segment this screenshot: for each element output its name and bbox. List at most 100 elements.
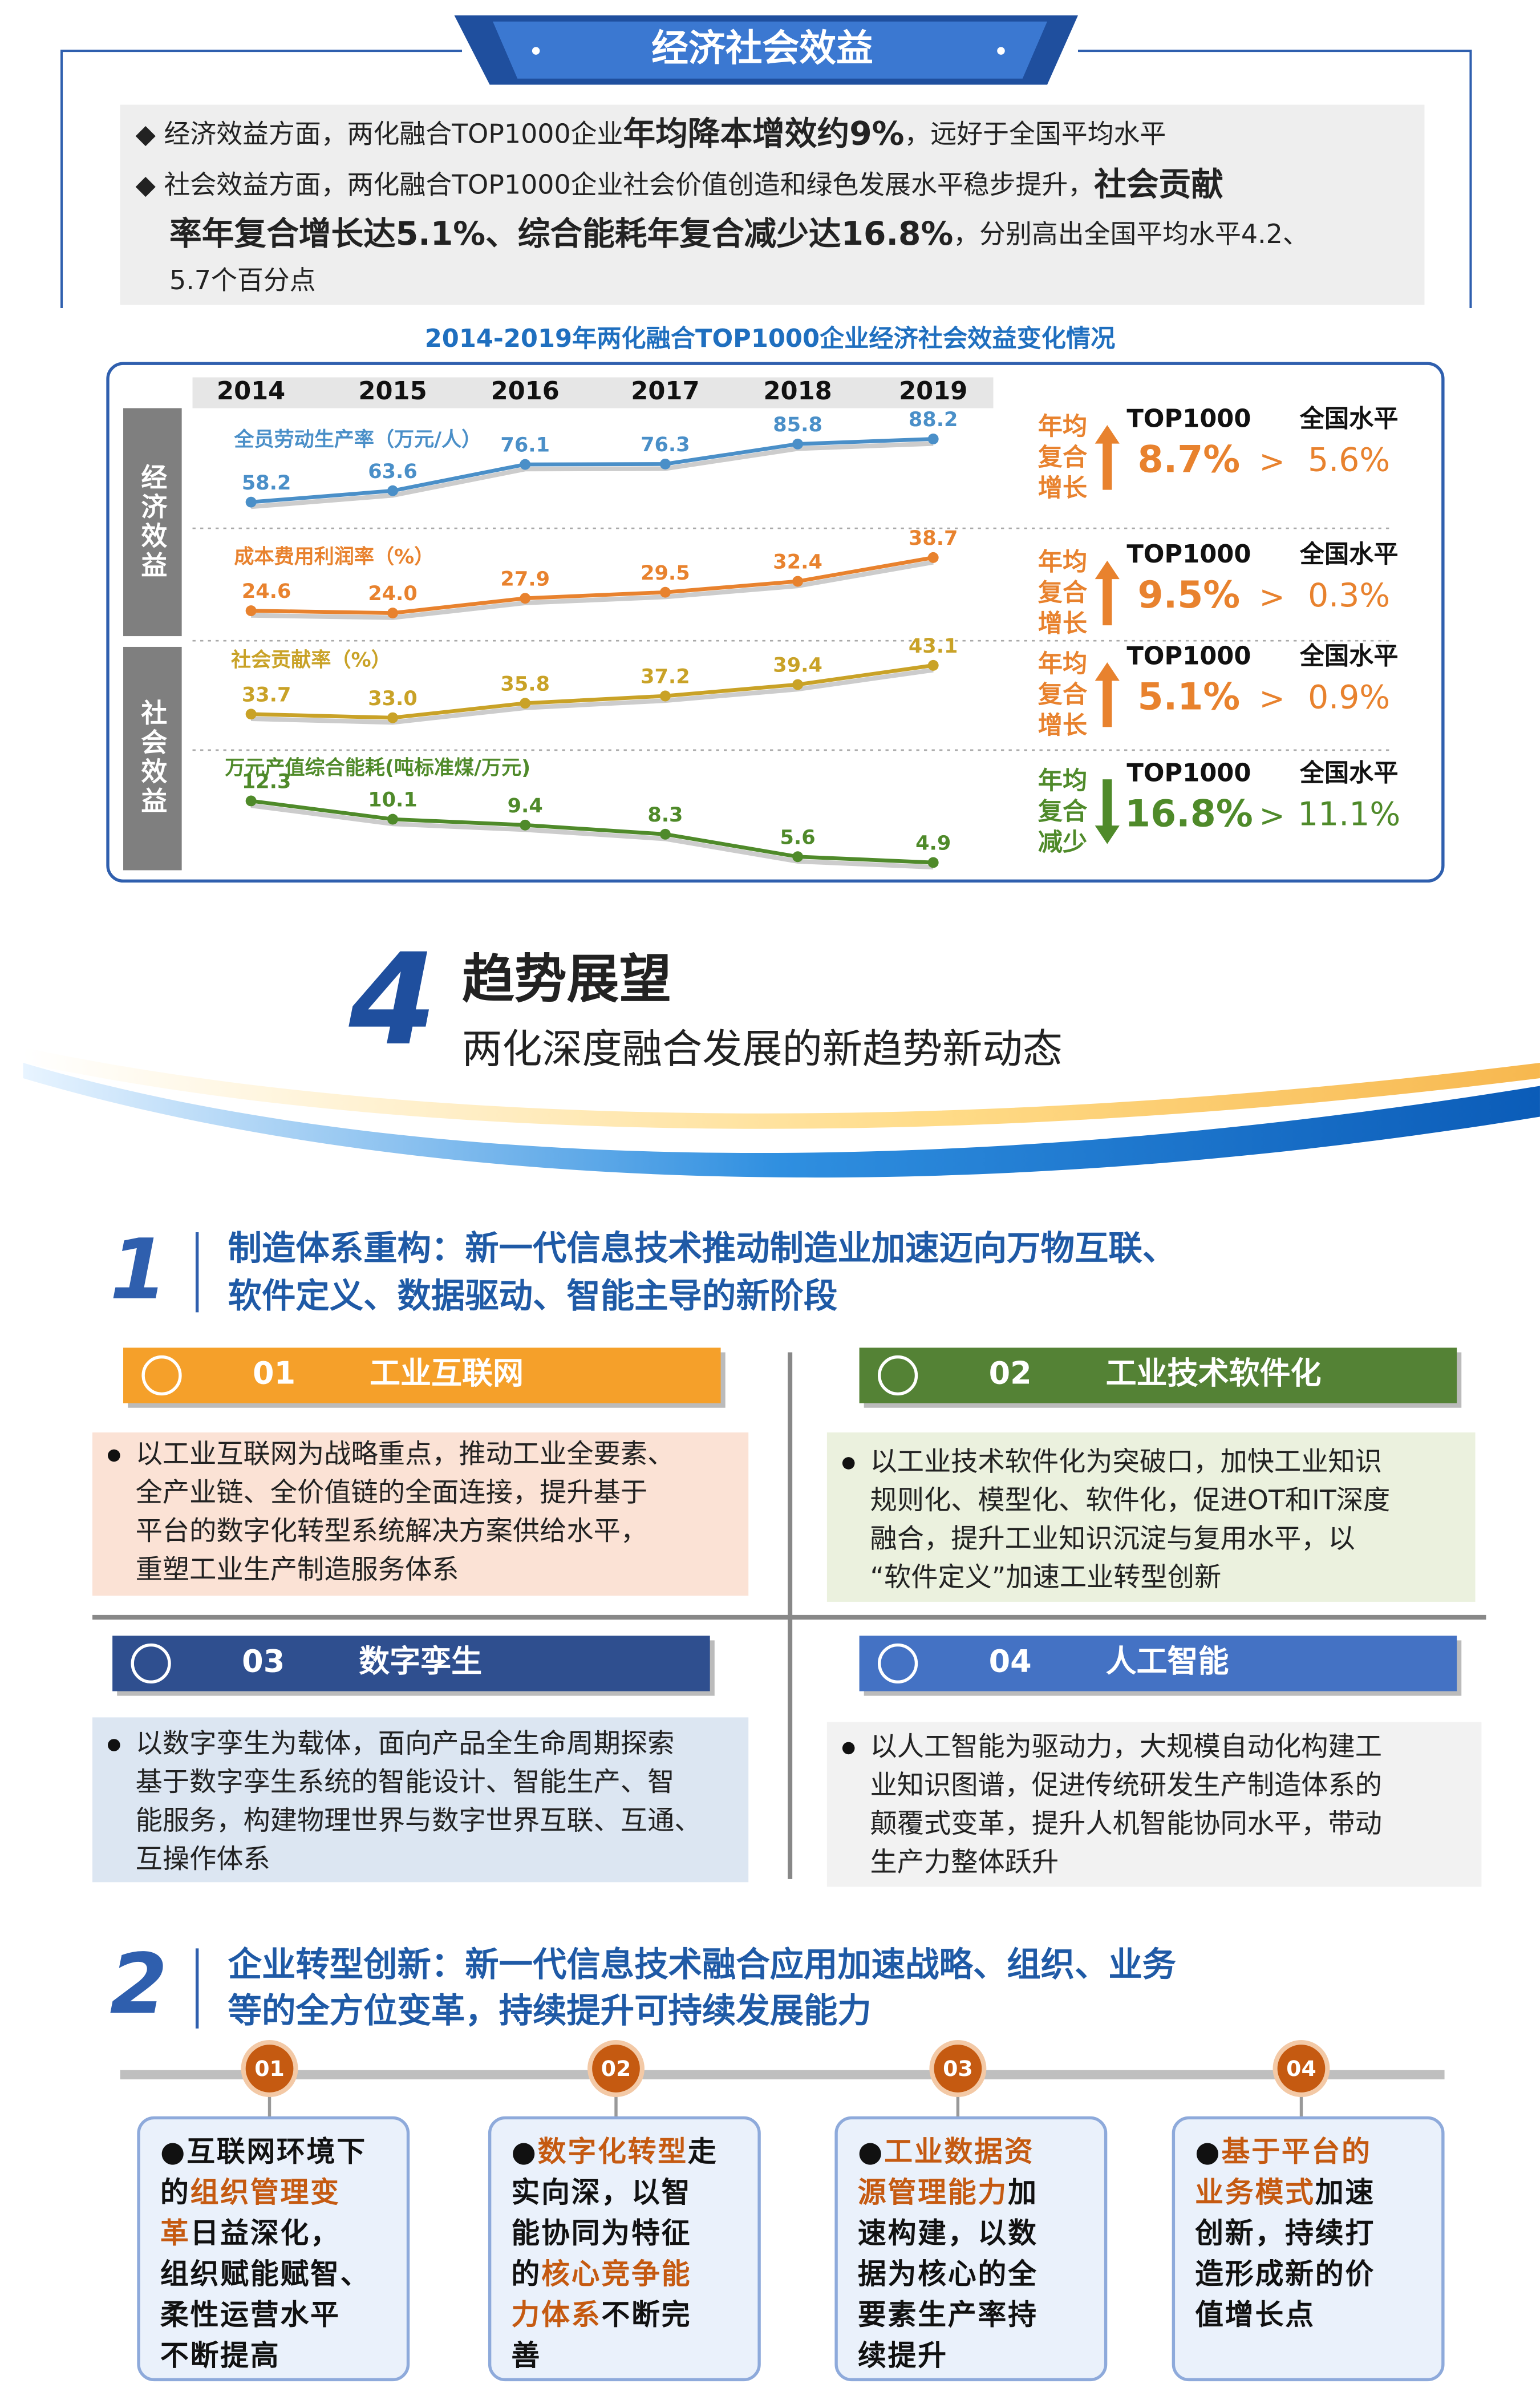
text-line: 革日益深化， [160, 2216, 341, 2249]
swoosh [23, 1047, 1540, 1129]
card-icon [131, 1643, 171, 1684]
text-run: 加 [1008, 2176, 1038, 2209]
top-value: 16.8% [1125, 793, 1253, 836]
x-tick-label: 2015 [358, 377, 427, 406]
step-box [488, 2116, 761, 2382]
data-label: 8.3 [647, 803, 683, 827]
banner-dot [532, 47, 540, 55]
card-title: 工业互联网 [370, 1355, 524, 1391]
data-label: 85.8 [773, 413, 822, 436]
emphasis-text: 社会贡献 [1094, 165, 1223, 203]
data-label: 88.2 [909, 408, 958, 431]
text-line: ●互联网环境下 [160, 2135, 367, 2168]
item-heading: 企业转型创新：新一代信息技术融合应用加速战略、组织、业务 [228, 1945, 1177, 1985]
text-line: 的组织管理变 [160, 2176, 341, 2209]
chart-title: 2014-2019年两化融合TOP1000企业经济社会效益变化情况 [425, 325, 1116, 353]
emphasis-text: 数字化转型 [538, 2135, 688, 2168]
text-line: 值增长点 [1195, 2298, 1315, 2331]
data-point [792, 679, 804, 690]
text-run: 柔性运营水平 [160, 2298, 341, 2331]
item-heading: 软件定义、数据驱动、智能主导的新阶段 [228, 1277, 838, 1316]
bullet [842, 1457, 855, 1470]
text-run: ◆ 社会效益方面，两化融合TOP1000企业社会价值创造和绿色发展水平稳步提升， [136, 169, 1095, 200]
line-shadow [250, 803, 934, 870]
summary-text: ◆ 经济效益方面，两化融合TOP1000企业年均降本增效约9%，远好于全国平均水… [136, 115, 1309, 295]
text-run: 实向深，以智 [511, 2176, 691, 2209]
national-value: 5.6% [1308, 442, 1390, 479]
text-run: ◆ 经济效益方面，两化融合TOP1000企业 [136, 118, 623, 149]
top-value: 5.1% [1138, 675, 1241, 718]
text-run: 不断提高 [160, 2339, 281, 2372]
national-value: 0.9% [1308, 678, 1390, 716]
text-run: ●互联网环境下 [160, 2135, 367, 2168]
data-point [520, 593, 531, 604]
x-tick-label: 2019 [899, 377, 967, 406]
data-point [659, 828, 671, 840]
card-text: 以工业互联网为战略重点，推动工业全要素、 [136, 1438, 675, 1470]
text-run: ，远好于全国平均水平 [904, 118, 1166, 149]
column-label: 全国水平 [1299, 642, 1399, 670]
text-run: 据为核心的全 [858, 2257, 1038, 2290]
text-run: 能协同为特征 [511, 2216, 691, 2249]
data-label: 63.6 [368, 460, 418, 483]
summary-box [120, 104, 1425, 305]
text-run: 造形成新的价 [1195, 2257, 1375, 2290]
data-point [245, 496, 257, 508]
trend-label: 增长 [1038, 474, 1088, 503]
text-line: 善 [511, 2339, 541, 2372]
trend-arrow [1095, 779, 1120, 844]
data-label: 27.9 [500, 567, 550, 590]
group-label: 社会效益 [137, 699, 168, 816]
trend-label: 复合 [1038, 443, 1088, 472]
data-point [387, 813, 398, 825]
column-label: TOP1000 [1126, 540, 1251, 569]
item: 制造体系重构：新一代信息技术推动制造业加速迈向万物互联、软件定义、数据驱动、智能… [92, 1229, 1482, 1887]
item-number: 2 [110, 1936, 167, 2033]
card-title: 工业技术软件化 [1106, 1355, 1322, 1391]
series-label: 万元产值综合能耗(吨标准煤/万元) [225, 756, 530, 779]
step-marker [1272, 2040, 1330, 2097]
text-line: 柔性运营水平 [160, 2298, 341, 2331]
column-label: TOP1000 [1126, 405, 1251, 434]
series-label: 成本费用利润率（%） [234, 545, 434, 568]
item-heading: 制造体系重构：新一代信息技术推动制造业加速迈向万物互联、 [228, 1229, 1177, 1268]
card-text: 平台的数字化转型系统解决方案供给水平， [136, 1515, 647, 1547]
banner-dot [997, 47, 1005, 55]
data-point [245, 709, 257, 720]
chart-frame [106, 362, 1445, 883]
data-label: 39.4 [773, 654, 822, 677]
text-run: 的 [511, 2257, 541, 2290]
text-line: ●工业数据资 [858, 2135, 1034, 2168]
card-header [859, 1347, 1457, 1403]
frame-line [60, 50, 463, 308]
data-label: 76.3 [641, 433, 690, 456]
card-text: 融合，提升工业知识沉淀与复用水平，以 [870, 1523, 1355, 1555]
text-run: ● [858, 2135, 884, 2168]
card-header [859, 1636, 1457, 1691]
text-line: 造形成新的价 [1195, 2257, 1375, 2290]
compare-sign: > [1259, 443, 1285, 479]
emphasis-text: 基于平台的 [1221, 2135, 1371, 2168]
emphasis-text: 年均降本增效约9% [623, 115, 904, 152]
card-text: 以数字孪生为载体，面向产品全生命周期探索 [136, 1728, 675, 1759]
text-line: 能协同为特征 [511, 2216, 691, 2249]
card-text: 以人工智能为驱动力，大规模自动化构建工 [870, 1731, 1381, 1762]
data-label: 24.0 [368, 582, 418, 605]
compare-sign: > [1259, 798, 1285, 833]
line-shadow [251, 560, 934, 620]
data-label: 33.0 [368, 687, 418, 710]
text-line: ●基于平台的 [1195, 2135, 1371, 2168]
card-title: 人工智能 [1106, 1644, 1229, 1679]
card-text: 业知识图谱，促进传统研发生产制造体系的 [870, 1770, 1381, 1801]
step-marker [241, 2040, 298, 2097]
text-line: 创新，持续打 [1195, 2216, 1375, 2249]
trend-label: 年均 [1038, 412, 1087, 441]
step-index: 01 [254, 2056, 285, 2081]
compare-sign: > [1259, 579, 1285, 615]
data-label: 76.1 [500, 434, 550, 457]
card-icon [141, 1355, 182, 1396]
data-point [927, 659, 939, 671]
card-index: 02 [989, 1355, 1032, 1391]
